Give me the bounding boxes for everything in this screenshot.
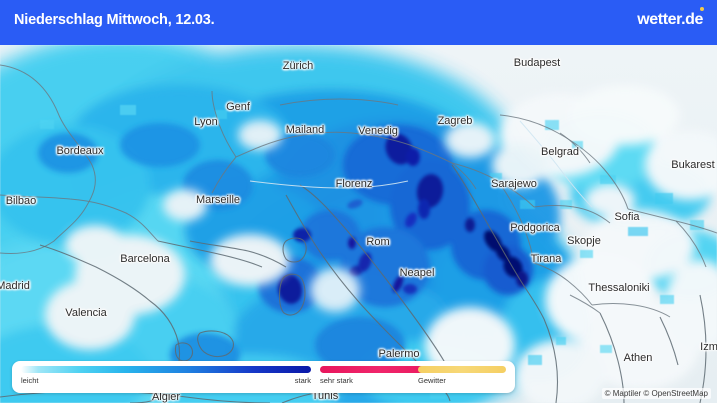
city-label: Algier xyxy=(151,391,181,403)
city-label: Tunis xyxy=(311,390,339,402)
map-attribution[interactable]: © Maptiler © OpenStreetMap xyxy=(601,388,711,399)
city-label: Genf xyxy=(226,101,250,113)
legend-label-sehr-stark: sehr stark xyxy=(320,376,353,385)
city-label: Bordeaux xyxy=(56,145,104,157)
city-label: Sofia xyxy=(614,211,640,223)
legend-label-leicht: leicht xyxy=(21,376,39,385)
city-label: Izm xyxy=(700,341,717,353)
city-label: Marseille xyxy=(195,194,241,206)
city-label: Lyon xyxy=(194,116,218,128)
precipitation-layer xyxy=(0,45,717,403)
city-label: Bukarest xyxy=(671,159,715,171)
legend-scale-intensity: leicht stark xyxy=(21,366,311,387)
city-label: Rom xyxy=(366,236,390,248)
city-label: Florenz xyxy=(335,178,373,190)
city-label: Venedig xyxy=(358,125,398,137)
legend-label-stark: stark xyxy=(294,376,311,385)
precipitation-raster xyxy=(0,45,717,403)
city-label: Belgrad xyxy=(541,146,579,158)
city-label: Podgorica xyxy=(510,222,560,234)
city-label: Tirana xyxy=(530,253,562,265)
precipitation-legend: leicht stark sehr stark Gewitter xyxy=(12,361,515,393)
city-label: Barcelona xyxy=(120,253,170,265)
legend-gradient-bar-thunderstorm xyxy=(418,366,506,373)
legend-scale-thunderstorm: Gewitter xyxy=(418,366,506,387)
city-label: Bilbao xyxy=(5,195,37,207)
city-label: Palermo xyxy=(378,348,420,360)
page-title: Niederschlag Mittwoch, 12.03. xyxy=(14,12,215,28)
legend-gradient-bar-very-strong xyxy=(320,366,440,373)
legend-label-gewitter: Gewitter xyxy=(418,376,446,385)
city-label: Valencia xyxy=(65,307,107,319)
city-label: Budapest xyxy=(513,57,561,69)
city-label: Neapel xyxy=(399,267,435,279)
legend-scale-very-strong: sehr stark xyxy=(320,366,440,387)
precipitation-map[interactable]: Zürich Budapest Genf Lyon Mailand Venedi… xyxy=(0,45,717,403)
app-header: Niederschlag Mittwoch, 12.03. wetter.de xyxy=(0,0,717,45)
map-vector-overlay xyxy=(0,64,717,403)
city-label: Skopje xyxy=(567,235,601,247)
city-label: Athen xyxy=(623,352,653,364)
city-label: Mailand xyxy=(285,124,325,136)
brand-logo[interactable]: wetter.de xyxy=(637,11,703,28)
city-label: Zürich xyxy=(282,60,314,72)
brand-dot-icon xyxy=(699,6,705,12)
legend-gradient-bar-intensity xyxy=(21,366,311,373)
city-label: Thessaloniki xyxy=(588,282,650,294)
city-label: Madrid xyxy=(0,280,30,292)
city-label: Sarajewo xyxy=(491,178,537,190)
city-label: Zagreb xyxy=(437,115,473,127)
